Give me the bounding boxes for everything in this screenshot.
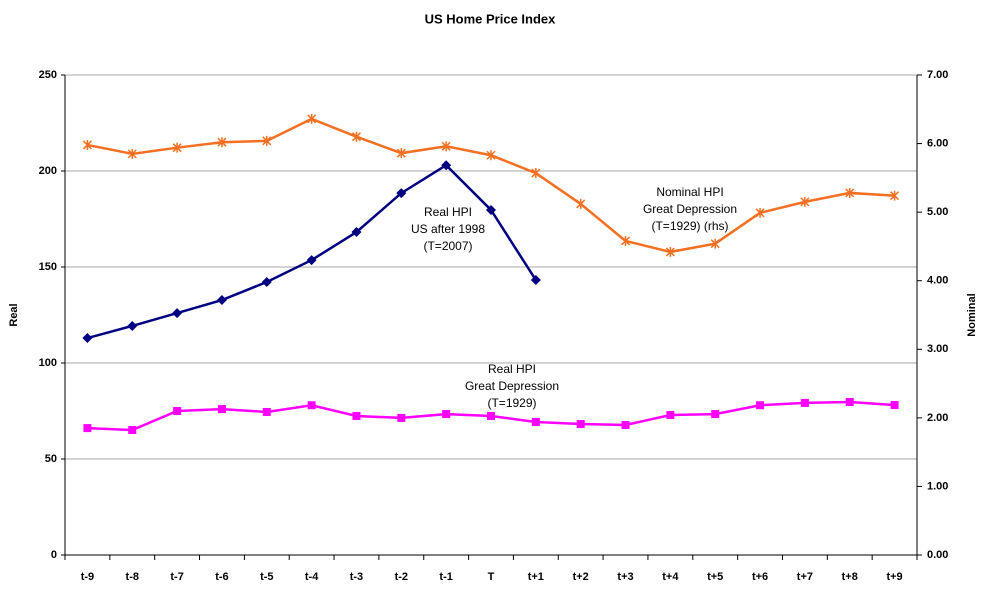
y2-tick-label: 5.00 <box>927 206 948 218</box>
x-tick-label: t-5 <box>260 571 273 583</box>
marker <box>351 131 362 142</box>
marker <box>127 320 138 331</box>
x-tick-label: t-6 <box>215 571 228 583</box>
marker <box>530 275 541 286</box>
marker <box>441 141 451 152</box>
x-tick-label: t-8 <box>126 571 139 583</box>
marker <box>352 411 361 420</box>
marker <box>666 411 675 420</box>
marker <box>800 398 809 407</box>
y2-tick-label: 0.00 <box>927 549 948 561</box>
marker <box>396 148 406 159</box>
marker <box>711 410 720 419</box>
x-tick-label: t-2 <box>395 571 408 583</box>
marker <box>800 196 810 207</box>
x-tick-label: t-1 <box>439 571 452 583</box>
x-tick-label: t+1 <box>528 571 544 583</box>
annotation: (T=1929) <box>487 396 536 410</box>
marker <box>620 235 631 246</box>
marker <box>890 190 900 201</box>
marker <box>621 421 630 430</box>
marker <box>307 401 316 410</box>
marker <box>173 407 182 415</box>
marker <box>576 420 585 429</box>
marker <box>396 188 407 199</box>
y2-tick-label: 4.00 <box>927 275 948 287</box>
annotation: (T=1929) (rhs) <box>651 219 728 233</box>
marker <box>307 113 317 124</box>
y-tick-label: 150 <box>39 261 57 273</box>
y-tick-label: 250 <box>39 69 57 81</box>
x-tick-label: t-7 <box>170 571 183 583</box>
marker <box>487 411 495 420</box>
marker <box>351 227 362 238</box>
marker <box>172 142 182 153</box>
annotation: Real HPI <box>424 205 472 219</box>
x-tick-label: t+4 <box>662 571 679 583</box>
x-tick-label: t+6 <box>752 571 768 583</box>
y-tick-label: 50 <box>45 453 57 465</box>
marker <box>262 135 272 146</box>
marker <box>442 410 451 419</box>
x-tick-label: t+3 <box>617 571 633 583</box>
x-tick-label: t+8 <box>842 571 858 583</box>
x-tick-label: t+7 <box>797 571 813 583</box>
y2-tick-label: 7.00 <box>927 69 948 81</box>
marker <box>261 276 272 287</box>
marker <box>82 333 93 344</box>
x-tick-label: t+2 <box>573 571 589 583</box>
marker <box>486 204 496 215</box>
x-tick-label: t-9 <box>81 571 94 583</box>
y-tick-label: 100 <box>39 357 57 369</box>
marker <box>217 137 227 148</box>
marker <box>262 407 271 416</box>
y2-tick-label: 6.00 <box>927 137 948 149</box>
marker <box>128 426 137 435</box>
marker <box>845 397 854 406</box>
marker <box>756 401 765 410</box>
marker <box>531 417 540 426</box>
marker <box>216 295 227 306</box>
y2-axis-label: Nominal <box>966 293 978 336</box>
y-axis-label: Real <box>8 303 20 326</box>
y-tick-label: 200 <box>39 165 57 177</box>
y-tick-label: 0 <box>51 549 57 561</box>
annotation: Nominal HPI <box>656 185 723 199</box>
marker <box>83 424 92 433</box>
marker <box>755 207 765 218</box>
marker <box>576 198 586 209</box>
annotation: (T=2007) <box>423 239 472 253</box>
marker <box>397 413 406 422</box>
marker <box>82 139 92 150</box>
marker <box>172 308 183 319</box>
annotation: Real HPI <box>488 362 536 376</box>
x-tick-label: t-3 <box>350 571 363 583</box>
marker <box>665 246 675 257</box>
x-tick-label: t+9 <box>886 571 902 583</box>
marker <box>486 150 496 161</box>
y2-tick-label: 3.00 <box>927 343 948 355</box>
marker <box>441 160 452 171</box>
y2-tick-label: 1.00 <box>927 480 948 492</box>
y2-tick-label: 2.00 <box>927 412 948 424</box>
series-line <box>87 117 895 254</box>
annotation: Great Depression <box>643 202 737 216</box>
x-tick-label: T <box>488 571 495 583</box>
marker <box>845 187 855 198</box>
marker <box>217 405 226 414</box>
annotation: Great Depression <box>465 379 559 393</box>
x-tick-label: t+5 <box>707 571 723 583</box>
marker <box>306 255 317 266</box>
x-tick-label: t-4 <box>305 571 319 583</box>
marker <box>710 238 720 249</box>
chart-title: US Home Price Index <box>425 11 557 26</box>
marker <box>127 148 137 159</box>
annotation: US after 1998 <box>411 222 485 236</box>
marker <box>531 168 541 179</box>
marker <box>890 401 899 410</box>
